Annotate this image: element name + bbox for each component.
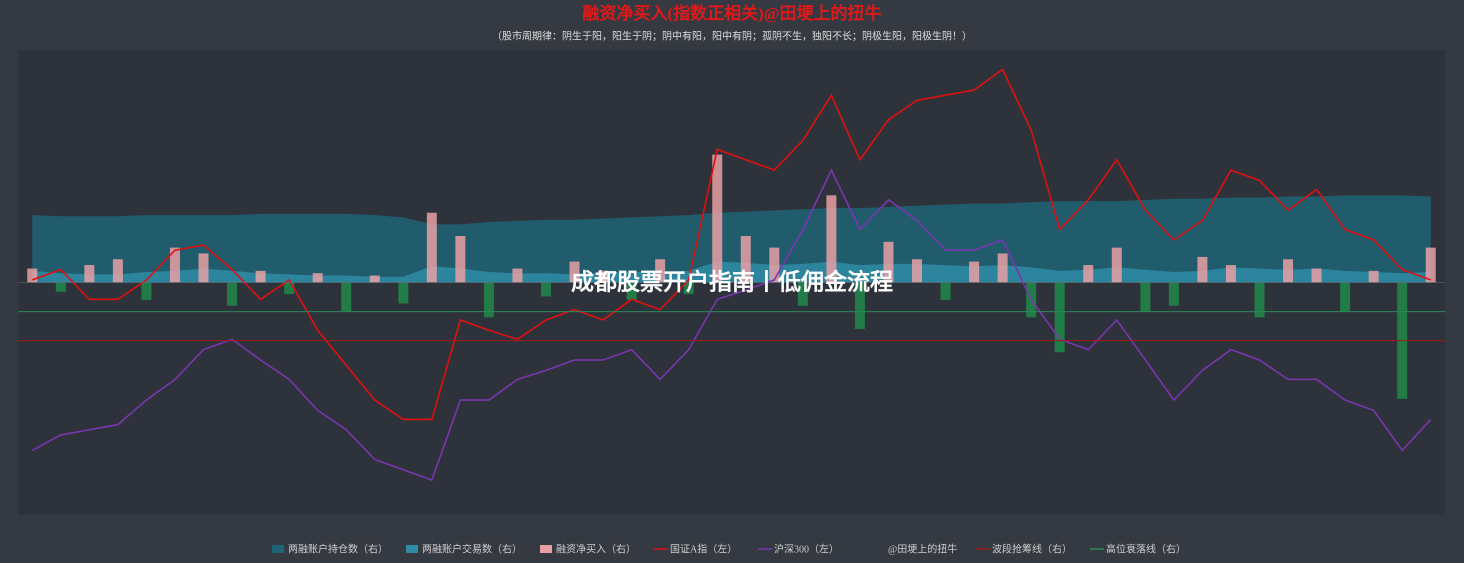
bar xyxy=(55,282,66,292)
legend-label: 国证A指（左） xyxy=(670,542,737,555)
legend-label: 沪深300（左） xyxy=(774,542,839,555)
chart-title: 融资净买入(指数正相关)@田埂上的扭牛 xyxy=(582,3,881,23)
bar xyxy=(997,253,1008,283)
line xyxy=(31,68,1432,421)
legend-label: 融资净买入（右） xyxy=(556,542,636,555)
bar xyxy=(940,282,951,300)
bar xyxy=(1311,268,1322,283)
bar xyxy=(426,212,437,283)
bar xyxy=(883,241,894,283)
bar xyxy=(854,282,865,329)
bar xyxy=(826,195,837,283)
legend-label: @田埂上的扭牛 xyxy=(888,542,957,555)
bar xyxy=(169,247,180,283)
chart-subtitle: （股市周期律：阴生于阳，阳生于阴；阴中有阳，阳中有阴；孤阴不生，独阳不长；阴极生… xyxy=(492,29,972,42)
bar xyxy=(1368,270,1379,283)
bar xyxy=(341,282,352,312)
legend-label: 两融账户交易数（右） xyxy=(422,542,522,555)
area xyxy=(32,261,1431,283)
bar xyxy=(598,270,609,283)
bar xyxy=(740,236,751,283)
bar xyxy=(683,282,694,295)
overlay-text: 成都股票开户指南丨低佣金流程 xyxy=(571,269,893,296)
bar xyxy=(312,273,323,283)
bar xyxy=(198,253,209,283)
bar xyxy=(569,261,580,283)
line xyxy=(31,168,1432,482)
bar xyxy=(84,265,95,283)
bar xyxy=(284,282,295,295)
bar xyxy=(141,282,152,300)
bar xyxy=(1140,282,1151,312)
legend-label: 两融账户持仓数（右） xyxy=(288,542,388,555)
bar xyxy=(712,154,723,283)
bar xyxy=(1083,265,1094,283)
plot xyxy=(18,68,1445,482)
bar xyxy=(1254,282,1265,318)
bar xyxy=(1425,247,1436,283)
legend-swatch xyxy=(406,545,418,553)
legend-swatch xyxy=(540,545,552,553)
bar xyxy=(797,282,808,306)
area xyxy=(32,195,1431,283)
bar xyxy=(912,259,923,283)
bar xyxy=(455,236,466,283)
bar xyxy=(255,270,266,283)
bar xyxy=(769,247,780,283)
bar xyxy=(112,259,123,283)
bar xyxy=(540,282,551,297)
legend-label: 波段抢筹线（右） xyxy=(992,542,1072,555)
bar xyxy=(1283,259,1294,283)
bar xyxy=(1340,282,1351,312)
bar xyxy=(1197,256,1208,283)
bar xyxy=(969,261,980,283)
bar xyxy=(626,282,637,300)
bar xyxy=(227,282,238,306)
bar xyxy=(1225,265,1236,283)
legend-label: 高位衰落线（右） xyxy=(1106,542,1186,555)
legend-swatch xyxy=(272,545,284,553)
bar xyxy=(483,282,494,318)
bar xyxy=(512,268,523,283)
bar xyxy=(1054,282,1065,353)
legend: 两融账户持仓数（右） 两融账户交易数（右） 融资净买入（右） 国证A指（左） 沪深300… xyxy=(272,542,1186,555)
bar xyxy=(1111,247,1122,283)
bar xyxy=(1168,282,1179,306)
bar xyxy=(398,282,409,304)
bar xyxy=(369,275,380,283)
bar xyxy=(27,268,38,283)
bar xyxy=(655,259,666,283)
